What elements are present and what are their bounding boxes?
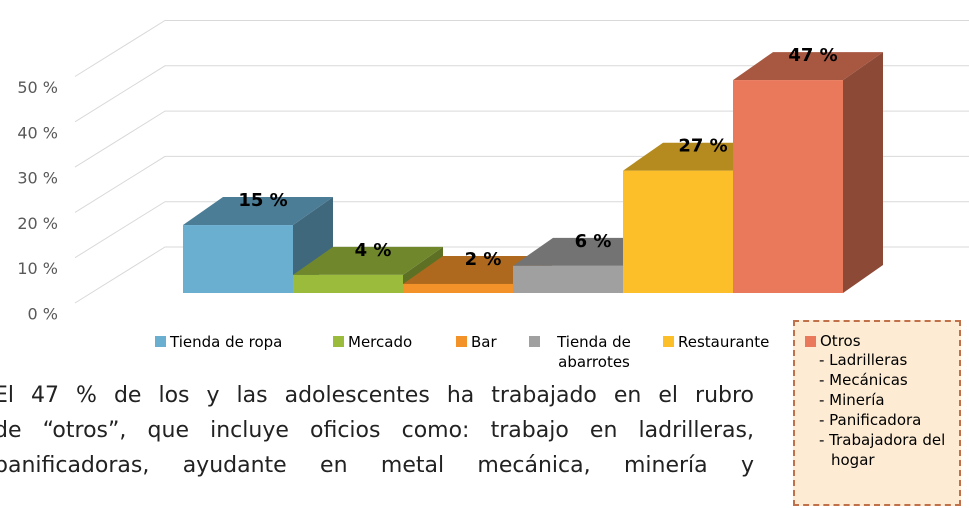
legend-subitem: - Minería [819,391,885,409]
legend-box: Otros - Ladrilleras - Mecánicas - Minería - … [793,320,961,506]
data-label: 2 % [465,249,502,270]
legend-label: Mercado [348,333,413,351]
bar-top [183,197,333,226]
legend-swatch [333,336,344,347]
paragraph-line: de “otros”, que incluye oficios como: tr… [0,418,754,443]
legend-swatch [456,336,467,347]
legend-subitem: - Panificadora [819,411,922,429]
bar [733,80,843,293]
legend-item: Bar [456,332,497,352]
bar-side [843,52,883,293]
legend-item: Restaurante [663,332,769,352]
legend-swatch [155,336,166,347]
y-tick-label: 0 % [28,305,58,324]
data-label: 27 % [678,136,727,157]
legend-label: Restaurante [678,333,770,351]
y-tick-label: 40 % [17,123,58,142]
legend-label: Bar [471,333,497,351]
bar-top [293,246,443,275]
bar [293,274,403,293]
grid-line [74,65,969,123]
legend-swatch [805,336,816,347]
y-tick-label: 50 % [17,78,58,97]
paragraph-line: panificadoras, ayudante en metal mecánic… [0,453,754,478]
bar [183,225,293,293]
grid-line [74,20,969,77]
legend-label: Tienda de abarrotes [557,333,631,371]
y-tick-label: 10 % [17,259,58,278]
data-label: 6 % [575,231,612,252]
paragraph: El 47 % de los y las adolescentes ha tra… [0,378,754,483]
data-label: 4 % [355,240,392,261]
data-label: 15 % [238,190,287,211]
grid-line [74,110,969,168]
legend-label: Otros [820,332,861,350]
legend-item: Tienda de abarrotes [529,332,644,372]
legend-swatch [663,336,674,347]
legend-item: Mercado [333,332,412,352]
legend-subitem: - Mecánicas [819,371,908,389]
bar [403,283,513,293]
bar [623,170,733,293]
bar-top [733,52,883,81]
legend-swatch [529,336,540,347]
y-tick-label: 20 % [17,214,58,233]
legend-label: Tienda de ropa [170,333,283,351]
legend-item: Tienda de ropa [155,332,282,352]
legend-item: Otros [805,332,959,350]
bar [513,265,623,293]
data-label: 47 % [788,45,837,66]
legend-subitem: - Trabajadora del hogar [819,431,946,469]
y-tick-label: 30 % [17,169,58,188]
legend-subitem: - Ladrilleras [819,351,908,369]
paragraph-line: El 47 % de los y las adolescentes ha tra… [0,383,754,408]
